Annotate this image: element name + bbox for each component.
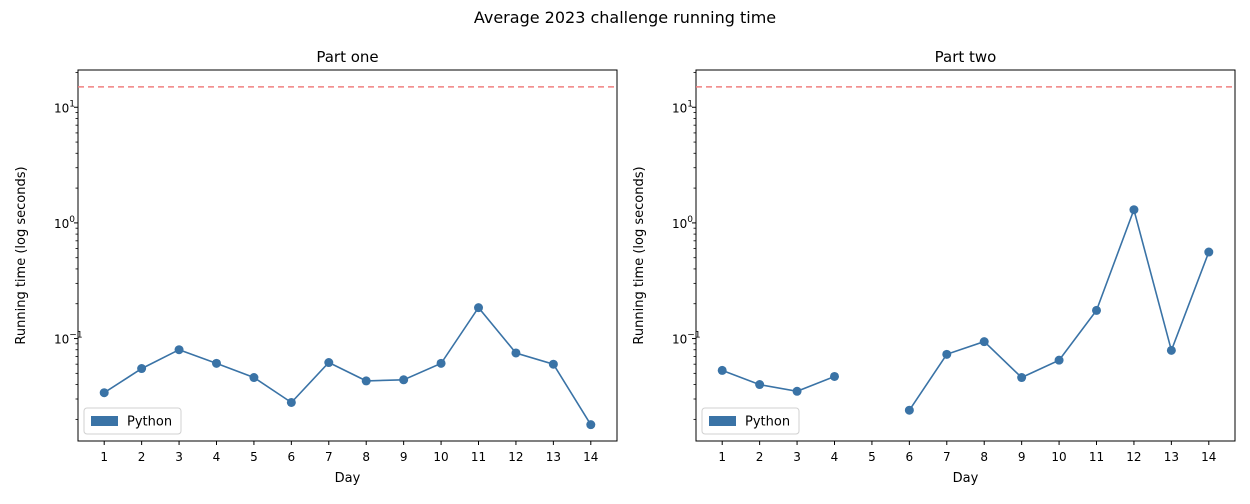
data-point [1166,345,1176,355]
plot-frame [695,69,1236,442]
y-tick-label: 100 [54,215,75,231]
x-tick-label: 12 [508,450,523,464]
y-tick-label: 10−1 [54,331,83,347]
data-point [286,397,296,407]
data-point [1204,247,1214,257]
data-point [211,358,221,368]
x-tick-label: 13 [1164,450,1179,464]
data-point [548,359,558,369]
data-point [942,349,952,359]
x-tick-label: 6 [288,450,296,464]
x-tick-label: 13 [546,450,561,464]
x-tick-label: 10 [433,450,448,464]
data-point [1017,373,1027,383]
data-point [586,420,596,430]
x-tick-label: 7 [943,450,951,464]
x-tick-label: 8 [980,450,988,464]
data-point [361,376,371,386]
data-point [1054,355,1064,365]
x-tick-label: 1 [100,450,108,464]
data-point [904,405,914,415]
data-point [979,337,989,347]
legend: Python [701,407,800,435]
x-tick-label: 5 [250,450,258,464]
data-point [717,365,727,375]
data-point [174,345,184,355]
subplot-title: Part two [935,48,997,66]
x-tick-label: 5 [868,450,876,464]
x-tick-label: 6 [906,450,914,464]
series-line [103,306,592,426]
y-tick-label: 101 [54,99,75,115]
y-tick-label: 100 [672,215,693,231]
series-line [908,207,1210,411]
x-tick-label: 7 [325,450,333,464]
x-axis-label: Day [335,471,361,486]
legend: Python [83,407,182,435]
x-tick-label: 3 [175,450,183,464]
data-point [792,386,802,396]
legend-label: Python [127,415,172,430]
y-tick-label: 10−1 [672,331,701,347]
x-tick-label: 4 [213,450,221,464]
legend-frame [701,407,800,435]
data-point [99,388,109,398]
data-point [436,358,446,368]
x-tick-label: 8 [362,450,370,464]
x-tick-label: 14 [1201,450,1216,464]
y-axis-label: Running time (log seconds) [632,166,647,344]
legend-frame [83,407,182,435]
data-point [474,303,484,313]
x-tick-label: 4 [831,450,839,464]
series-line [721,369,835,393]
x-tick-label: 9 [400,450,408,464]
data-point [829,371,839,381]
legend-label: Python [745,415,790,430]
data-point [755,380,765,390]
data-point [1129,205,1139,215]
x-tick-label: 3 [793,450,801,464]
data-point [324,358,334,368]
x-tick-label: 2 [756,450,764,464]
data-point [399,375,409,385]
x-tick-label: 9 [1018,450,1026,464]
legend-swatch [709,416,736,426]
data-point [511,348,521,358]
x-axis-label: Day [953,471,979,486]
data-point [1092,305,1102,315]
x-tick-label: 14 [583,450,598,464]
plot-frame [77,69,618,442]
y-axis-label: Running time (log seconds) [14,166,29,344]
x-tick-label: 11 [1089,450,1104,464]
x-tick-label: 2 [138,450,146,464]
x-tick-label: 1 [718,450,726,464]
legend-swatch [91,416,118,426]
y-tick-label: 101 [672,99,693,115]
x-tick-label: 11 [471,450,486,464]
x-tick-label: 12 [1126,450,1141,464]
x-tick-label: 10 [1051,450,1066,464]
figure-title: Average 2023 challenge running time [474,8,776,27]
data-point [249,373,259,383]
data-point [137,364,147,374]
subplot-title: Part one [316,48,378,66]
